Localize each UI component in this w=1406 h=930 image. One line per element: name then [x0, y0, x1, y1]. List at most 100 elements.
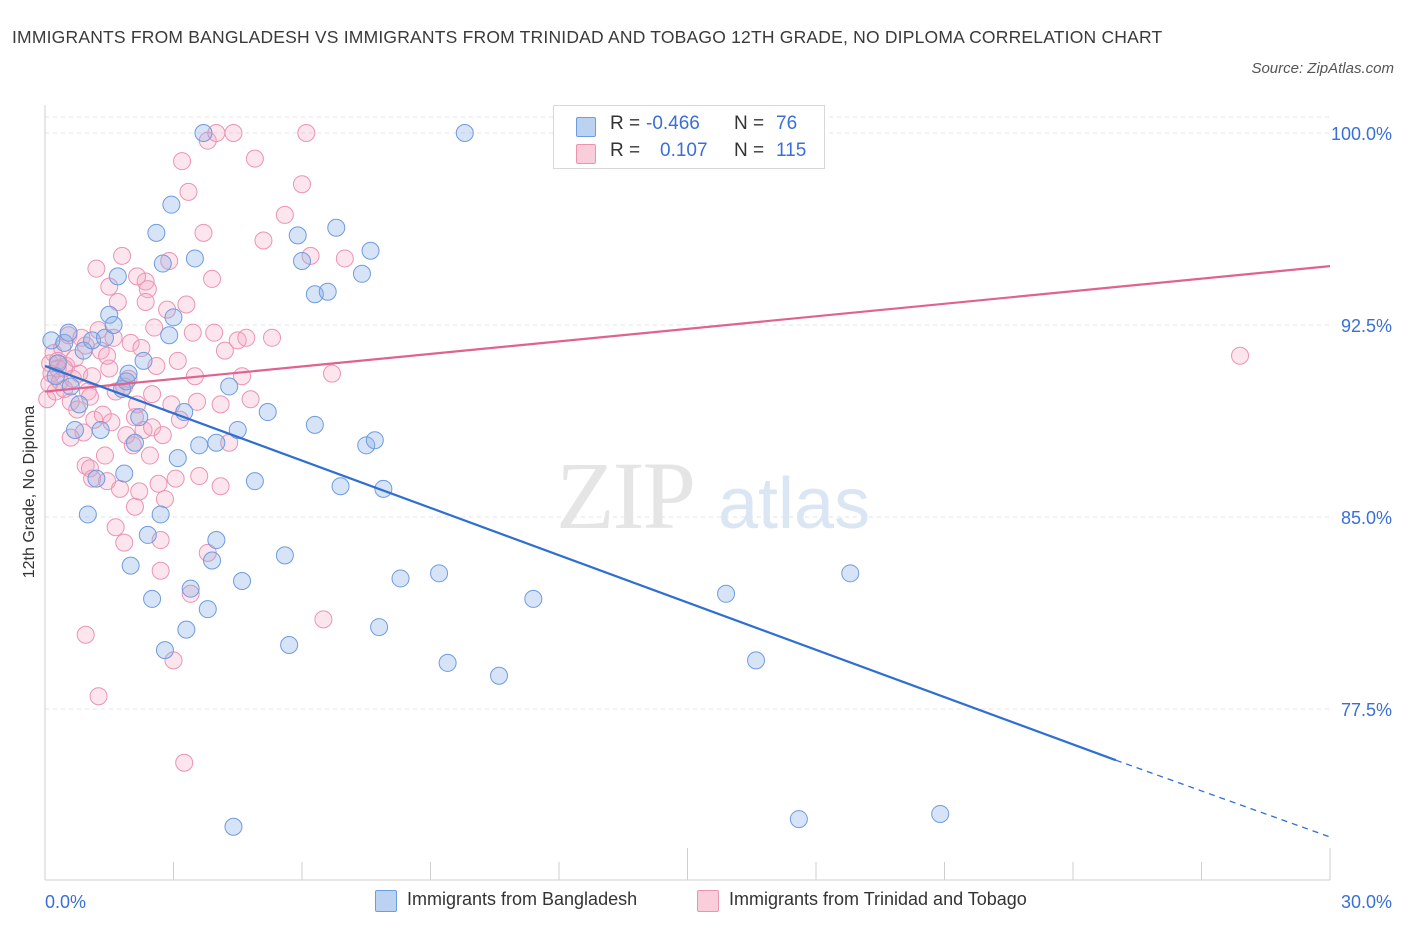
source-credit: Source: ZipAtlas.com: [1251, 60, 1394, 77]
data-point-trinidad: [85, 410, 104, 429]
data-point-bangladesh: [361, 241, 380, 260]
data-point-bangladesh: [115, 464, 134, 483]
data-point-trinidad: [181, 584, 200, 603]
data-point-trinidad: [125, 497, 144, 516]
data-point-bangladesh: [524, 589, 543, 608]
data-point-bangladesh: [125, 433, 144, 452]
data-point-bangladesh: [78, 505, 97, 524]
data-point-bangladesh: [61, 377, 80, 396]
data-point-bangladesh: [203, 551, 222, 570]
trend-line-trinidad: [44, 265, 1331, 393]
data-point-trinidad: [215, 341, 234, 360]
data-point-bangladesh: [220, 377, 239, 396]
chart-title: IMMIGRANTS FROM BANGLADESH VS IMMIGRANTS…: [12, 27, 1163, 47]
data-point-bangladesh: [185, 249, 204, 268]
trend-line-bangladesh-extension: [1115, 759, 1331, 838]
data-point-trinidad: [245, 149, 264, 168]
data-point-trinidad: [263, 328, 282, 347]
data-point-bangladesh: [370, 618, 389, 637]
data-point-trinidad: [194, 223, 213, 242]
trend-line-bangladesh: [44, 364, 1117, 762]
data-point-bangladesh: [117, 372, 136, 391]
data-point-bangladesh: [134, 351, 153, 370]
trend-lines: [44, 265, 1331, 838]
data-point-bangladesh: [143, 589, 162, 608]
data-point-bangladesh: [233, 572, 252, 590]
data-point-trinidad: [301, 246, 320, 265]
data-point-trinidad: [106, 518, 125, 537]
data-point-bangladesh: [55, 333, 74, 352]
watermark-atlas: atlas: [718, 464, 870, 544]
legend-swatch-blue: [576, 117, 596, 137]
data-point-trinidad: [166, 469, 185, 488]
data-point-bangladesh: [357, 436, 376, 455]
data-point-bangladesh: [280, 636, 299, 654]
data-point-trinidad: [143, 385, 162, 404]
legend-n-label: N =: [734, 113, 765, 134]
data-point-trinidad: [203, 269, 222, 288]
data-point-bangladesh: [121, 556, 140, 575]
data-point-trinidad: [89, 687, 108, 706]
data-point-trinidad: [113, 246, 132, 265]
data-point-trinidad: [145, 318, 164, 337]
data-point-bangladesh: [455, 124, 474, 142]
data-point-trinidad: [188, 392, 207, 411]
data-point-bangladesh: [87, 469, 106, 488]
data-point-trinidad: [254, 231, 273, 250]
y-tick-label: 77.5%: [1341, 700, 1392, 720]
legend-r-value: -0.466: [646, 113, 700, 134]
data-point-trinidad: [102, 413, 121, 432]
data-point-bangladesh: [138, 525, 157, 544]
data-point-bangladesh: [717, 584, 736, 603]
data-point-bangladesh: [430, 564, 449, 583]
x-tick-label: 30.0%: [1341, 892, 1392, 912]
data-point-trinidad: [335, 249, 354, 268]
data-point-trinidad: [128, 267, 147, 286]
data-point-bangladesh: [130, 408, 149, 427]
legend-n-label: N =: [734, 140, 765, 161]
data-point-bangladesh: [331, 477, 350, 496]
data-point-bangladesh: [318, 282, 337, 301]
data-point-trinidad: [136, 272, 155, 291]
bottom-legend-label: Immigrants from Bangladesh: [407, 889, 638, 909]
data-point-bangladesh: [352, 264, 371, 283]
data-point-trinidad: [175, 753, 194, 772]
data-point-bangladesh: [747, 651, 766, 670]
legend-r-value: 0.107: [660, 140, 708, 161]
data-point-trinidad: [149, 474, 168, 493]
data-point-trinidad: [76, 625, 95, 644]
data-point-trinidad: [87, 259, 106, 278]
data-point-trinidad: [224, 124, 243, 142]
bottom-legend-swatch-blue: [375, 890, 397, 912]
data-point-trinidad: [237, 328, 256, 347]
data-point-bangladesh: [95, 328, 114, 347]
data-point-trinidad: [151, 561, 170, 580]
data-point-bangladesh: [490, 666, 509, 685]
data-point-bangladesh: [293, 252, 311, 270]
data-point-trinidad: [177, 295, 196, 314]
watermark: ZIP atlas: [556, 442, 870, 549]
data-point-bangladesh: [224, 817, 243, 836]
data-point-bangladesh: [119, 364, 138, 383]
data-point-bangladesh: [181, 579, 200, 598]
data-point-trinidad: [136, 292, 155, 311]
data-point-bangladesh: [147, 223, 166, 242]
data-point-bangladesh: [108, 267, 127, 286]
data-point-bangladesh: [789, 810, 808, 829]
data-point-trinidad: [293, 175, 311, 194]
y-tick-label: 100.0%: [1331, 124, 1392, 144]
data-point-trinidad: [125, 408, 144, 427]
watermark-zip: ZIP: [556, 442, 694, 549]
data-point-bangladesh: [931, 804, 950, 823]
data-point-trinidad: [121, 333, 140, 352]
correlation-legend: R = -0.466 N = 76 R = 0.107 N = 115: [553, 105, 825, 169]
series-bangladesh-points: [42, 124, 950, 836]
data-point-trinidad: [98, 346, 117, 365]
series-trinidad-points: [38, 124, 1250, 772]
data-point-trinidad: [168, 351, 187, 370]
data-point-trinidad: [158, 300, 177, 319]
data-point-bangladesh: [104, 316, 123, 334]
data-point-bangladesh: [438, 653, 457, 672]
data-point-bangladesh: [164, 308, 183, 327]
